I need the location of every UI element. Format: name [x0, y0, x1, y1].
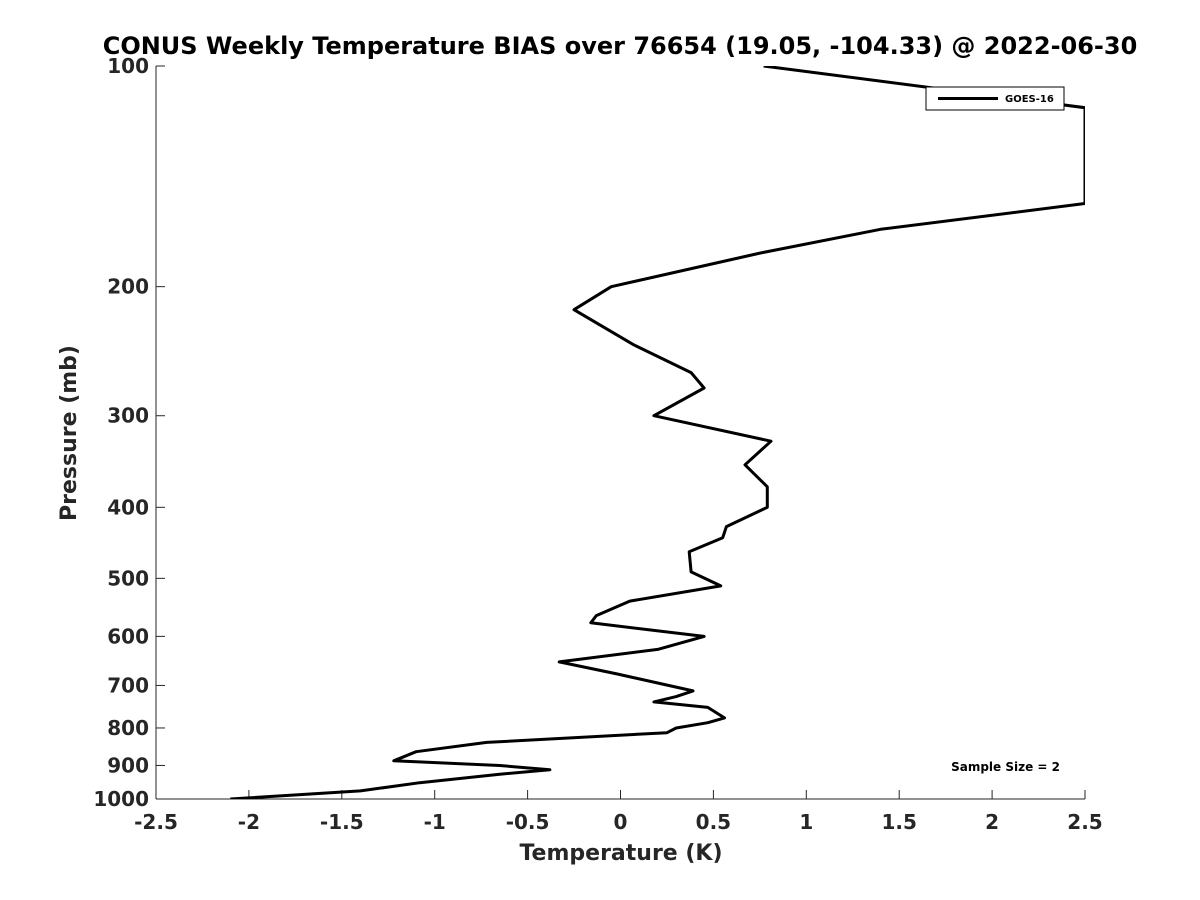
x-tick-label: 1 [799, 810, 813, 834]
series-layer [230, 66, 1085, 799]
x-tick-label: 0 [614, 810, 628, 834]
x-tick-label: -0.5 [506, 810, 550, 834]
y-tick-label: 400 [107, 495, 149, 519]
axes-layer [155, 66, 1085, 800]
x-tick-label: -1.5 [320, 810, 364, 834]
y-tick-label: 1000 [93, 787, 149, 811]
y-tick-label: 200 [107, 275, 149, 299]
legend-label-goes-16: GOES-16 [1005, 94, 1054, 105]
series-line-goes-16 [230, 66, 1085, 799]
x-tick-label: 2.5 [1067, 810, 1102, 834]
x-tick-label: -1 [424, 810, 446, 834]
ticks-layer: -2.5 -2 -1.5 -1 -0.5 0 0.5 1 1.5 2 2.5 100 200 300 400… [93, 54, 1102, 834]
y-tick-label: 300 [107, 404, 149, 428]
chart-title: CONUS Weekly Temperature BIAS over 76654… [103, 32, 1138, 60]
y-tick-label: 800 [107, 716, 149, 740]
x-tick-label: 2 [985, 810, 999, 834]
y-tick-label: 700 [107, 673, 149, 697]
y-tick-label: 500 [107, 566, 149, 590]
x-tick-label: 1.5 [881, 810, 916, 834]
y-axis-label: Pressure (mb) [57, 345, 82, 521]
x-axis-label: Temperature (K) [519, 841, 722, 866]
legend: GOES-16 [925, 86, 1065, 111]
y-tick-label: 600 [107, 624, 149, 648]
x-tick-label: -2.5 [134, 810, 178, 834]
sample-size-annotation: Sample Size = 2 [951, 760, 1060, 774]
y-tick-label: 900 [107, 753, 149, 777]
y-tick-label: 100 [107, 54, 149, 78]
x-tick-label: 0.5 [696, 810, 731, 834]
x-tick-label: -2 [238, 810, 260, 834]
